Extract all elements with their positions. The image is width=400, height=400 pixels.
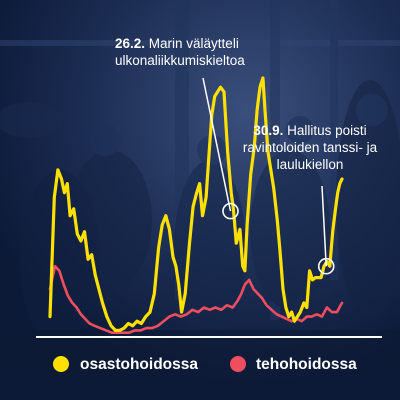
annotation-leader-line xyxy=(321,185,327,267)
series-line-osastohoidossa xyxy=(48,76,344,332)
legend-label-tehohoidossa: tehohoidossa xyxy=(256,356,357,373)
annotation-text: 26.2. Marin väläytteli ulkonaliikkumiskie… xyxy=(115,36,245,68)
series-line-tehohoidossa xyxy=(48,264,344,334)
annotation-marker-circle xyxy=(222,202,239,220)
legend: osastohoidossa tehohoidossa xyxy=(53,356,357,373)
annotation-date: 26.2. xyxy=(115,36,149,51)
annotation-layer: 26.2. Marin väläytteli ulkonaliikkumiskie… xyxy=(115,36,378,275)
annotation-leader-line xyxy=(202,77,232,212)
annotation-text: 30.9. Hallitus poisti ravintoloiden tanss… xyxy=(243,123,378,172)
annotation-date: 30.9. xyxy=(253,123,287,138)
legend-swatch-tehohoidossa xyxy=(230,356,246,372)
legend-label-osastohoidossa: osastohoidossa xyxy=(80,356,198,373)
series-layer xyxy=(48,76,344,334)
annotation-marker-circle xyxy=(317,257,335,275)
legend-swatch-osastohoidossa xyxy=(53,356,69,372)
